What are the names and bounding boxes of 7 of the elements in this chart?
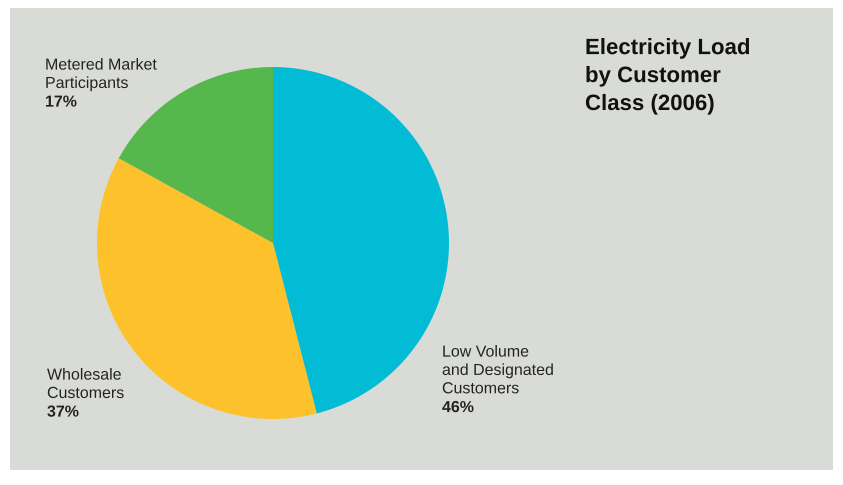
slice-label: Low Volume and Designated Customers	[442, 345, 553, 394]
data-label: 46%	[442, 400, 474, 412]
data-label: 37%	[47, 405, 79, 417]
text: Electricity Load by Customer Class (2006)	[586, 38, 750, 115]
slice-label: Metered Market Participants	[46, 58, 157, 92]
data-label: 17%	[46, 95, 77, 107]
slice-label: Wholesale Customers	[47, 368, 124, 398]
